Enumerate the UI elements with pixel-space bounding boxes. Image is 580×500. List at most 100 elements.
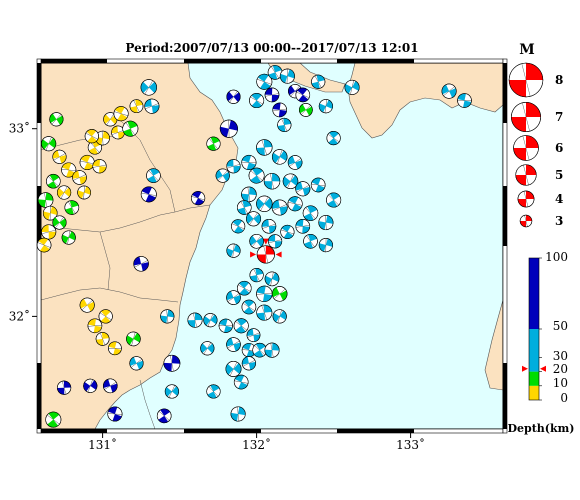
event-marker — [160, 309, 175, 324]
event-marker — [282, 173, 299, 189]
event-marker — [344, 79, 360, 95]
event-marker — [233, 318, 249, 334]
event-marker — [326, 192, 342, 208]
event-marker — [287, 196, 303, 212]
event-marker — [226, 159, 241, 174]
event-marker — [61, 230, 76, 245]
event-marker — [261, 218, 277, 234]
event-marker — [241, 343, 256, 358]
event-marker — [264, 271, 280, 287]
event-marker — [236, 200, 252, 215]
magnitude-legend-label: 3 — [555, 214, 563, 228]
depth-band — [529, 371, 539, 386]
axis-ticks: 131˚ 132˚ 133˚ 33˚ 32˚ — [9, 121, 425, 452]
event-marker — [236, 280, 252, 296]
lon-tick-label: 133˚ — [396, 437, 425, 452]
event-marker — [57, 185, 72, 200]
event-marker — [108, 341, 122, 356]
depth-tick-label: 30 — [553, 349, 568, 363]
event-marker — [280, 224, 295, 240]
event-marker — [191, 191, 206, 206]
depth-tick-label: 20 — [553, 362, 568, 376]
magnitude-legend-label: 5 — [555, 168, 563, 182]
event-marker — [326, 130, 341, 146]
depth-band — [529, 385, 539, 400]
magnitude-legend-ball — [508, 62, 544, 98]
event-marker — [277, 117, 292, 133]
event-marker — [287, 155, 303, 170]
event-marker — [256, 195, 273, 212]
event-marker — [246, 328, 261, 343]
event-marker — [271, 199, 288, 216]
depth-band — [529, 258, 539, 329]
magnitude-legend-ball — [515, 164, 537, 186]
depth-tick-label: 0 — [560, 391, 568, 405]
magnitude-legend-label: 6 — [555, 141, 563, 155]
lon-tick-label: 131˚ — [88, 437, 117, 452]
event-marker — [263, 173, 281, 190]
event-marker — [200, 341, 215, 356]
event-marker — [233, 374, 249, 390]
event-marker — [256, 139, 273, 156]
depth-tick-label: 50 — [553, 319, 568, 333]
magnitude-legend-ball — [513, 135, 539, 161]
event-marker — [95, 332, 110, 346]
depth-pointer-arrow — [522, 365, 528, 372]
depth-pointer-arrow — [540, 365, 546, 372]
period-title: Period:2007/07/13 00:00--2017/07/13 12:0… — [125, 41, 418, 55]
latest-event-arrow — [275, 251, 282, 258]
event-marker — [49, 112, 64, 127]
event-marker — [264, 87, 280, 103]
latest-event-arrow — [262, 238, 269, 245]
event-marker — [318, 99, 333, 114]
event-marker — [318, 215, 334, 231]
event-marker — [126, 331, 141, 347]
event-marker — [252, 342, 267, 358]
event-marker — [246, 211, 262, 227]
event-marker — [140, 186, 157, 203]
event-marker — [215, 168, 230, 183]
event-marker — [61, 162, 77, 178]
event-marker — [52, 215, 67, 230]
event-marker — [226, 89, 241, 104]
event-marker — [302, 205, 319, 221]
event-marker — [64, 200, 80, 215]
event-marker — [299, 103, 313, 117]
event-marker — [92, 159, 107, 174]
event-marker — [111, 125, 125, 140]
event-marker — [218, 318, 233, 333]
event-marker — [225, 360, 242, 377]
map-area — [41, 63, 503, 429]
event-marker — [133, 256, 149, 272]
event-marker — [84, 129, 99, 144]
event-marker — [122, 120, 139, 137]
event-marker — [295, 218, 311, 234]
event-marker — [249, 234, 264, 249]
depth-tick-label: 10 — [553, 376, 568, 390]
event-marker — [37, 192, 54, 208]
event-marker — [46, 173, 61, 189]
event-marker — [206, 384, 221, 399]
event-marker — [271, 149, 288, 165]
event-marker — [457, 93, 472, 108]
event-marker — [226, 290, 241, 305]
event-marker — [241, 154, 257, 170]
magnitude-legend-ball — [517, 190, 535, 208]
event-marker — [226, 243, 241, 258]
event-marker — [267, 65, 283, 80]
depth-tick-label: 100 — [545, 250, 568, 264]
event-marker — [79, 154, 95, 170]
magnitude-header: M — [519, 42, 535, 58]
event-marker — [279, 68, 295, 84]
event-marker — [219, 119, 238, 138]
prefecture-borders — [41, 119, 211, 429]
event-marker — [103, 378, 118, 394]
event-marker — [230, 406, 246, 422]
event-marker — [72, 170, 87, 185]
event-marker — [241, 299, 257, 315]
event-marker — [203, 313, 218, 328]
event-marker — [311, 74, 326, 89]
event-marker — [226, 337, 241, 352]
magnitude-legend-ball — [519, 214, 533, 228]
